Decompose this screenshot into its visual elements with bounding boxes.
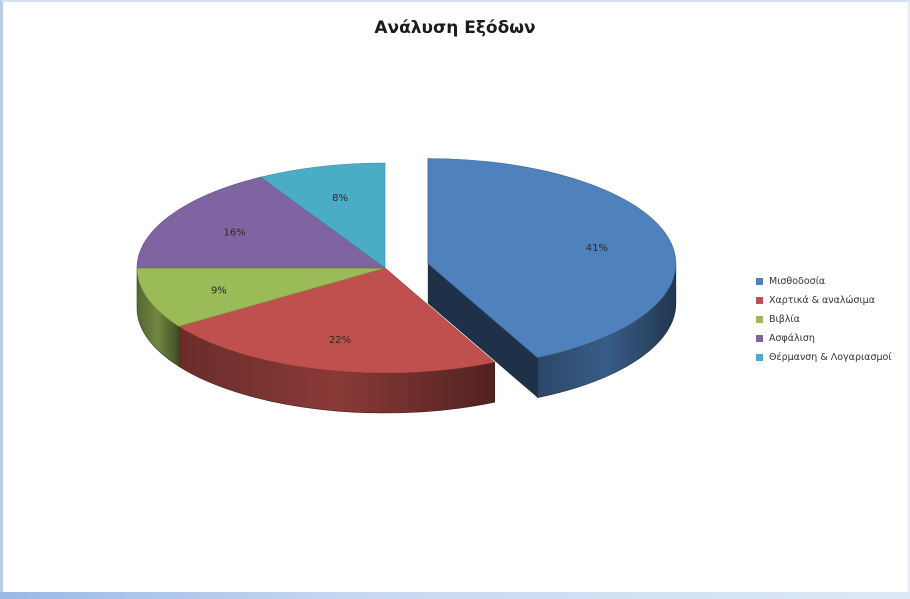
- slice-0-value-label: 41%: [586, 243, 608, 254]
- slice-3-value-label: 16%: [224, 227, 246, 238]
- legend-item: Βιβλία: [756, 310, 892, 329]
- slice-2-value-label: 9%: [211, 285, 227, 296]
- slice-1: [178, 267, 496, 374]
- legend-swatch: [756, 278, 763, 285]
- legend-label: Μισθοδοσία: [769, 276, 826, 287]
- legend-swatch: [756, 335, 763, 342]
- legend-label: Θέρμανση & Λογαριασμοί: [769, 352, 892, 363]
- legend-label: Χαρτικά & αναλώσιμα: [769, 295, 875, 306]
- legend-label: Βιβλία: [769, 314, 800, 325]
- slice-3: [136, 176, 386, 269]
- legend-item: Χαρτικά & αναλώσιμα: [756, 291, 892, 310]
- legend-swatch: [756, 354, 763, 361]
- slice-4: [260, 162, 386, 269]
- chart-title: Ανάλυση Εξόδων: [374, 18, 536, 38]
- legend-item: Θέρμανση & Λογαριασμοί: [756, 348, 892, 367]
- window-bottom-strip: [0, 592, 910, 599]
- legend-label: Ασφάλιση: [769, 333, 815, 344]
- chart-legend: Μισθοδοσία Χαρτικά & αναλώσιμα Βιβλία Ασφάλ…: [756, 272, 892, 367]
- slice-0-cut-face-2: [427, 263, 538, 398]
- slice-4-value-label: 8%: [332, 193, 348, 204]
- slice-0: [427, 158, 677, 358]
- legend-item: Μισθοδοσία: [756, 272, 892, 291]
- legend-item: Ασφάλιση: [756, 329, 892, 348]
- slice-2: [136, 267, 386, 327]
- legend-swatch: [756, 316, 763, 323]
- slice-1-value-label: 22%: [329, 335, 351, 346]
- legend-swatch: [756, 297, 763, 304]
